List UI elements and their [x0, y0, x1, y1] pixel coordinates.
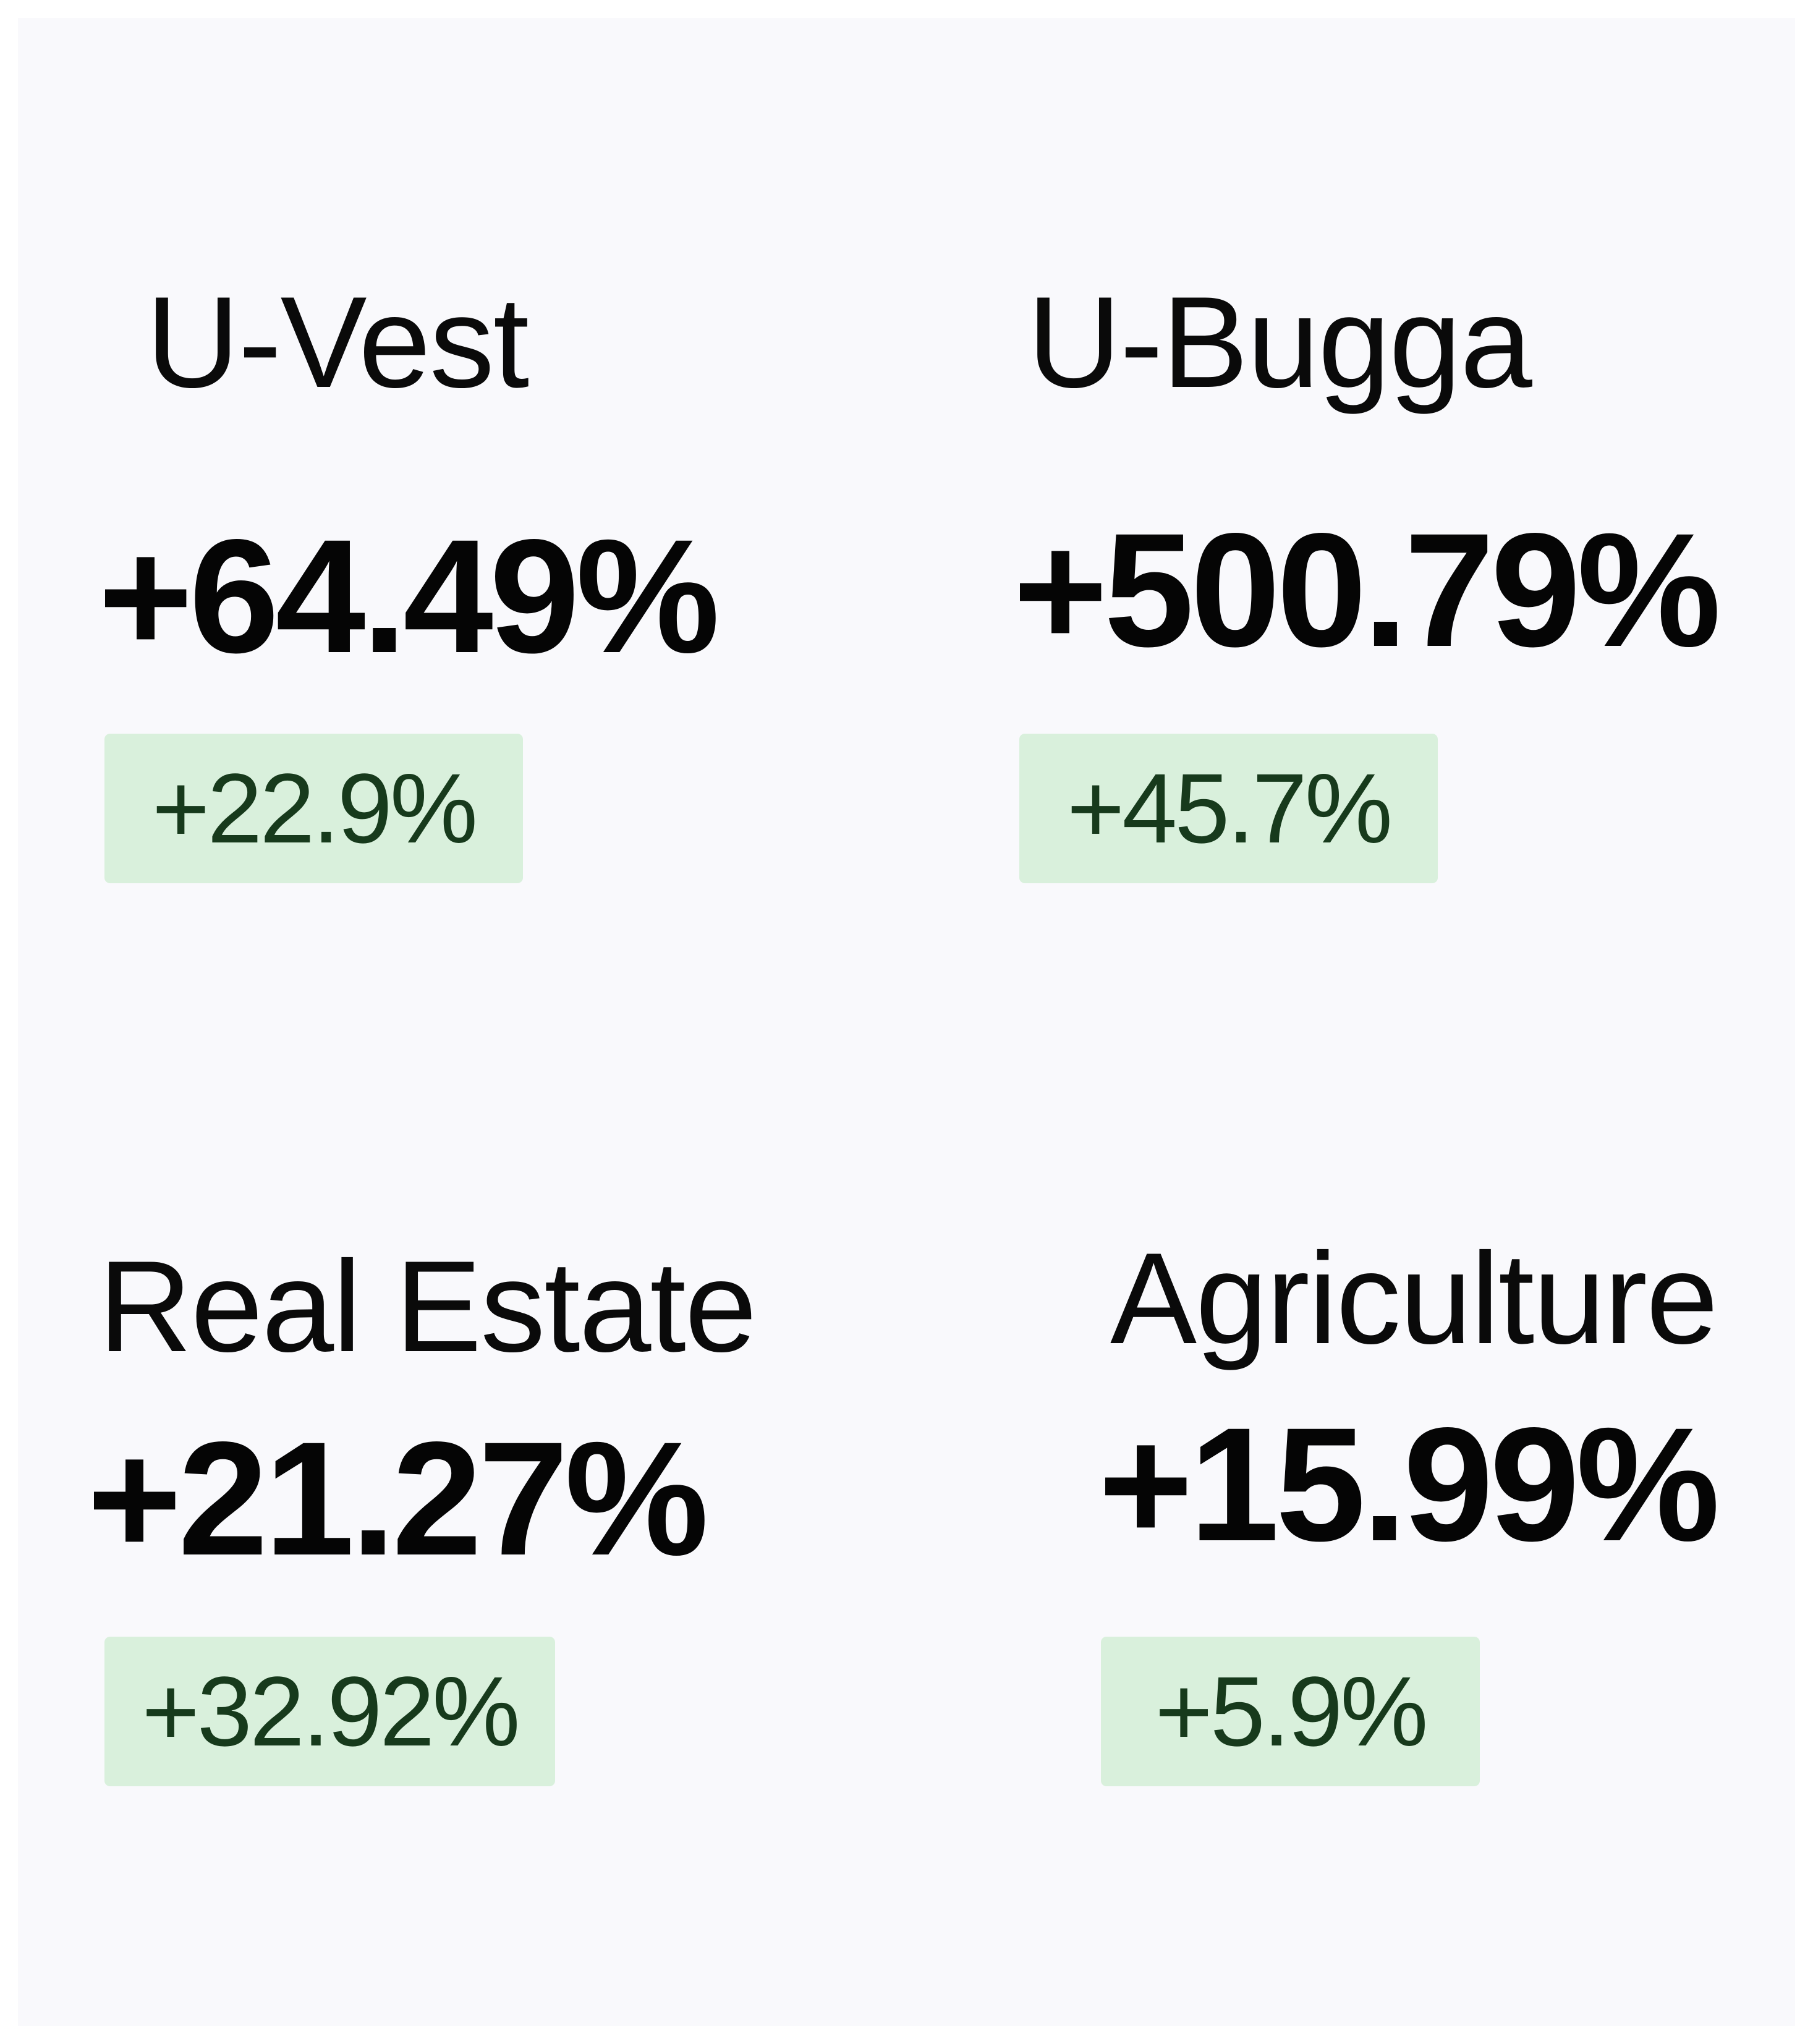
card-u-vest[interactable]: U-Vest +64.49% +22.9%: [18, 18, 883, 945]
card-value: +15.99%: [1098, 1394, 1720, 1575]
change-badge: +5.9%: [1101, 1637, 1480, 1786]
change-badge-text: +5.9%: [1155, 1656, 1428, 1766]
card-title: Real Estate: [98, 1234, 757, 1379]
card-title: U-Bugga: [1027, 269, 1532, 415]
card-agriculture[interactable]: Agriculture +15.99% +5.9%: [914, 945, 1780, 1934]
card-title: U-Vest: [146, 269, 529, 415]
card-title: Agriculture: [1110, 1226, 1718, 1371]
change-badge: +32.92%: [104, 1637, 555, 1786]
card-value: +500.79%: [1013, 499, 1721, 681]
change-badge-text: +32.92%: [142, 1656, 520, 1766]
card-real-estate[interactable]: Real Estate +21.27% +32.92%: [18, 945, 883, 1934]
change-badge: +22.9%: [104, 734, 523, 883]
card-u-bugga[interactable]: U-Bugga +500.79% +45.7%: [914, 18, 1780, 945]
returns-panel: U-Vest +64.49% +22.9% U-Bugga +500.79% +…: [18, 18, 1795, 2026]
card-value: +21.27%: [87, 1408, 709, 1589]
change-badge-text: +22.9%: [151, 753, 478, 863]
card-value: +64.49%: [98, 506, 720, 687]
change-badge: +45.7%: [1019, 734, 1438, 883]
change-badge-text: +45.7%: [1066, 753, 1393, 863]
